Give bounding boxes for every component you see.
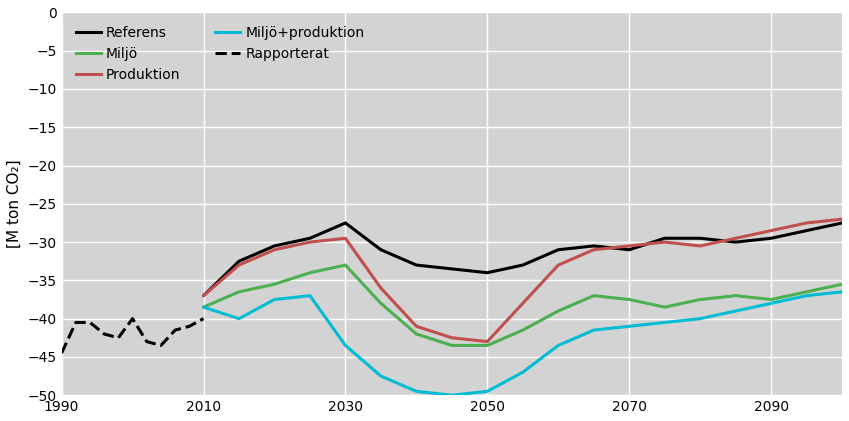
- Y-axis label: [M ton CO₂]: [M ton CO₂]: [7, 160, 22, 248]
- Legend: Referens, Miljö, Produktion, Miljö+produktion, Rapporterat, : Referens, Miljö, Produktion, Miljö+produ…: [69, 19, 372, 89]
